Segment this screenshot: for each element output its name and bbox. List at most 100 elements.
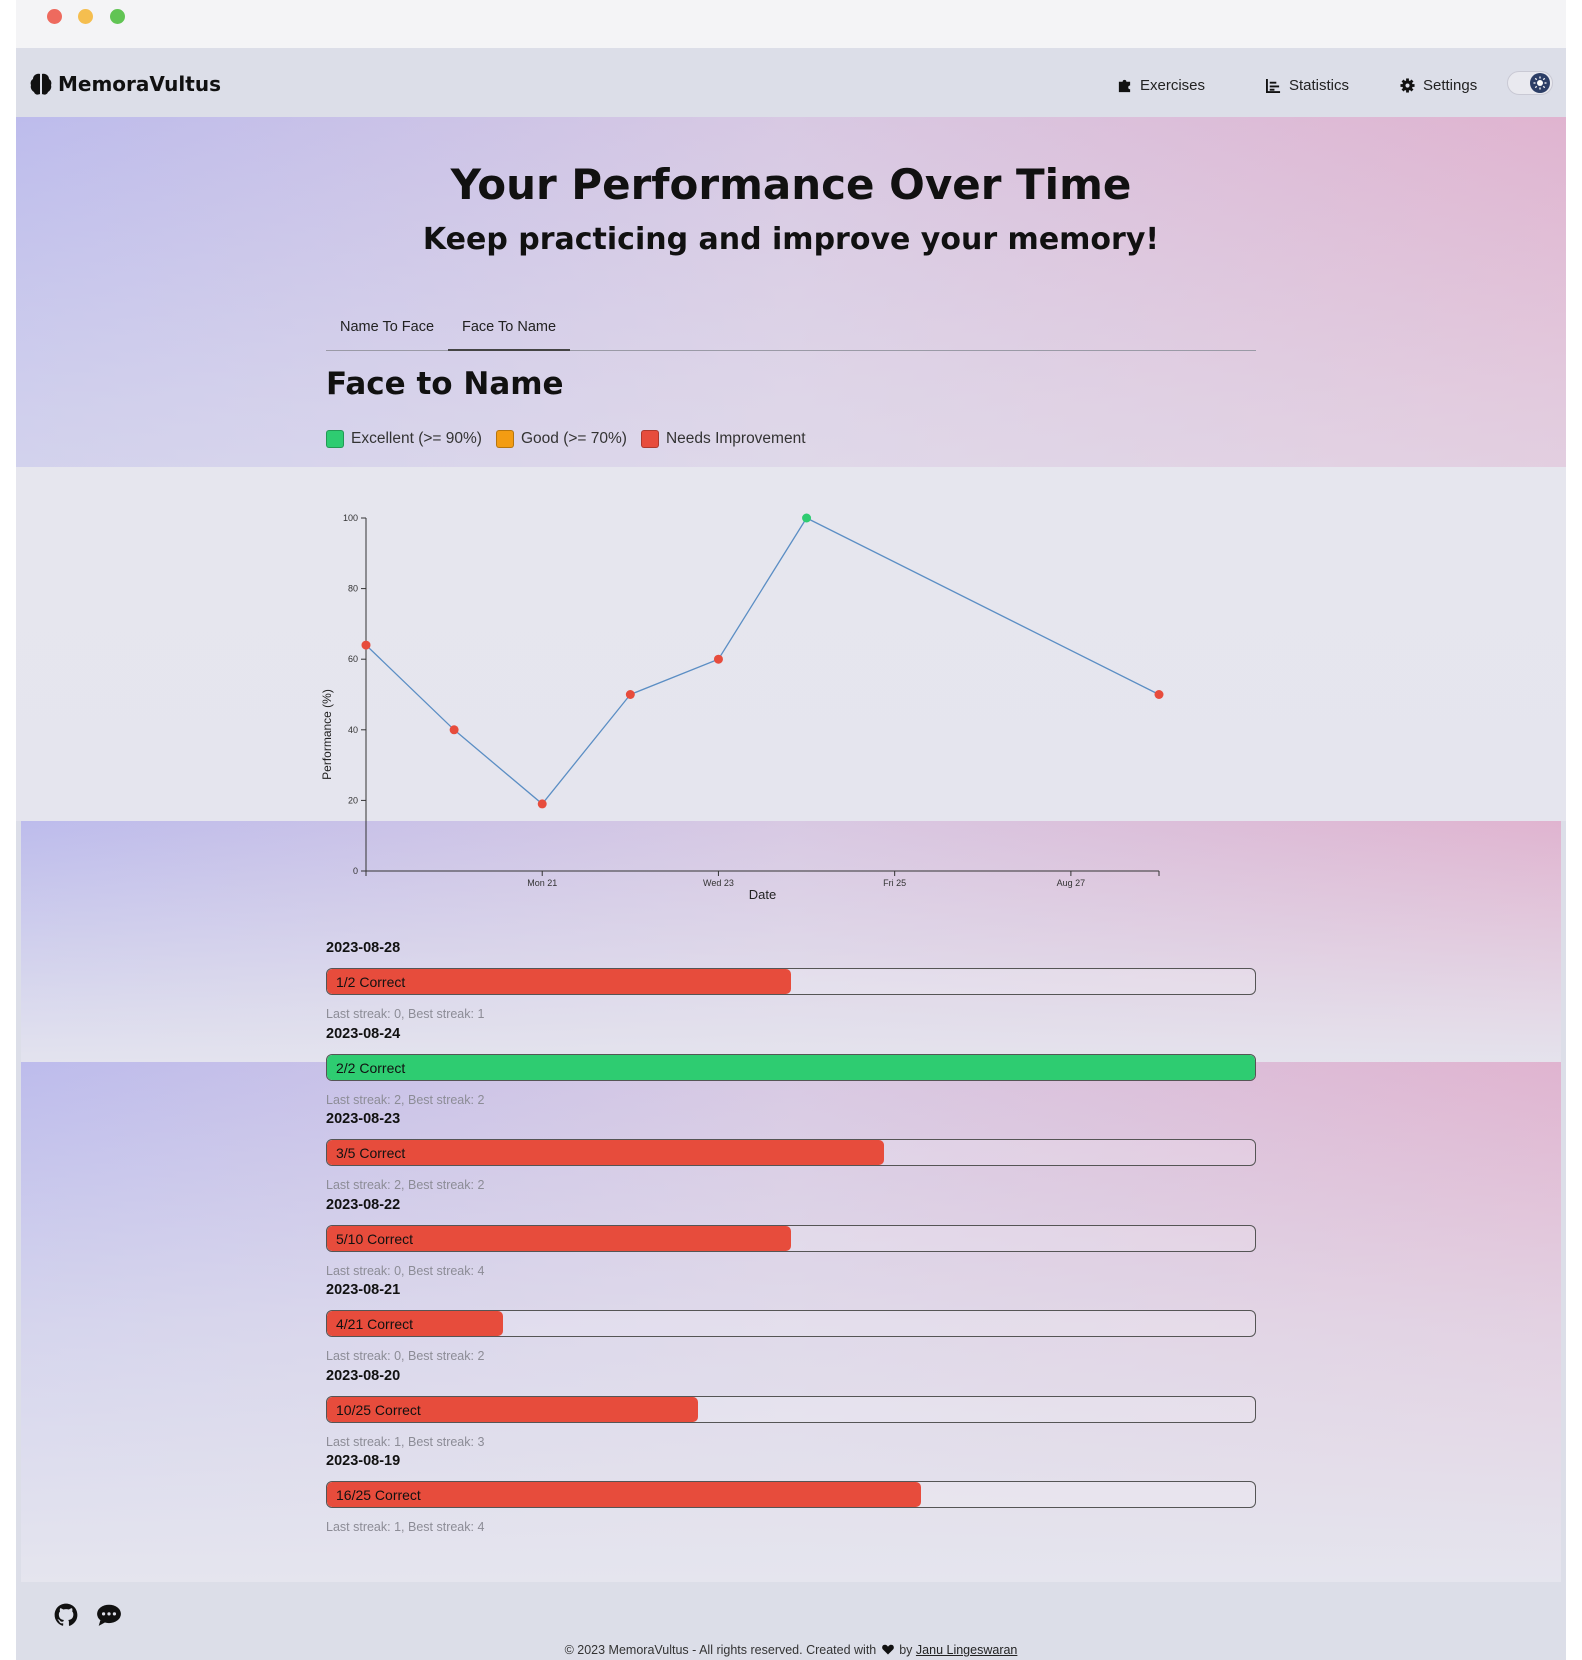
heart-icon — [881, 1644, 894, 1655]
result-score-label: 2/2 Correct — [336, 1059, 406, 1076]
window-minimize-button[interactable] — [78, 9, 93, 24]
tab-face-to-name[interactable]: Face To Name — [448, 310, 571, 351]
legend-needs-improvement-label: Needs Improvement — [665, 430, 806, 447]
result-progress-fill — [327, 1054, 1255, 1080]
result-record: 2023-08-22 5/10 Correct Last streak: 0, Be… — [326, 1197, 1256, 1283]
result-progress-fill — [327, 1311, 504, 1336]
result-progress-bar: 3/5 Correct — [326, 1139, 1256, 1166]
tab-name-to-face[interactable]: Name To Face — [340, 319, 435, 335]
result-streak: Last streak: 2, Best streak: 2 — [326, 1178, 485, 1192]
result-progress-fill — [327, 1396, 699, 1422]
legend-needs-improvement-swatch — [640, 430, 659, 448]
author-link[interactable]: Janu Lingeswaran — [915, 1643, 1018, 1657]
data-point — [802, 513, 812, 523]
performance-line — [365, 517, 1160, 805]
gradient-band-1-fade — [21, 821, 1561, 1062]
legend-excellent: Excellent (>= 90%) — [326, 430, 482, 448]
data-point — [361, 640, 371, 650]
x-tick-label: Fri 25 — [883, 878, 906, 888]
nav-statistics[interactable]: Statistics — [1266, 74, 1349, 96]
result-date: 2023-08-21 — [326, 1282, 401, 1298]
brand-logo[interactable]: MemoraVultus — [30, 70, 221, 98]
result-streak: Last streak: 0, Best streak: 4 — [326, 1263, 485, 1278]
app-name: MemoraVultus — [58, 72, 221, 96]
result-score-label: 3/5 Correct — [336, 1145, 406, 1161]
result-date: 2023-08-24 — [326, 1025, 401, 1042]
result-progress-bar: 16/25 Correct — [326, 1481, 1256, 1508]
theme-toggle-knob — [1530, 73, 1550, 93]
footer: © 2023 MemoraVultus - All rights reserve… — [21, 1582, 1561, 1660]
nav-statistics-label: Statistics — [1289, 76, 1350, 94]
copyright-by: by — [899, 1643, 913, 1657]
window-close-button[interactable] — [47, 9, 62, 24]
chart-legend: Excellent (>= 90%) Good (>= 70%) Needs I… — [326, 429, 820, 449]
copyright-text: © 2023 MemoraVultus - All rights reserve… — [564, 1643, 877, 1657]
legend-good-label: Good (>= 70%) — [520, 430, 627, 447]
data-point — [537, 799, 547, 809]
y-tick-label: 80 — [348, 584, 358, 594]
data-point — [1154, 690, 1164, 699]
x-tick-label: Wed 23 — [703, 878, 734, 888]
result-score-label: 16/25 Correct — [336, 1487, 421, 1503]
nav-exercises-label: Exercises — [1140, 76, 1206, 94]
result-score-label: 4/21 Correct — [336, 1316, 414, 1332]
brain-icon — [30, 73, 52, 95]
result-record: 2023-08-23 3/5 Correct Last streak: 2, Bes… — [326, 1111, 1256, 1197]
data-point — [625, 690, 635, 699]
result-record: 2023-08-21 4/21 Correct Last streak: 0, Be… — [326, 1282, 1256, 1368]
result-progress-bar: 10/25 Correct — [326, 1395, 1256, 1423]
theme-toggle[interactable] — [1507, 71, 1553, 95]
nav-settings-label: Settings — [1423, 76, 1478, 94]
data-point — [449, 725, 459, 735]
result-progress-bar: 5/10 Correct — [326, 1224, 1256, 1252]
x-tick-label: Mon 21 — [527, 878, 557, 888]
nav-exercises[interactable]: Exercises — [1117, 74, 1205, 96]
performance-chart: 0 20 40 60 80 100 Mon 21 Wed 23 Fri 25 Aug 27 Date… — [320, 513, 1164, 902]
chat-icon[interactable] — [96, 1602, 122, 1628]
nav-settings[interactable]: Settings — [1400, 74, 1477, 96]
result-progress-bar: 1/2 Correct — [326, 968, 1256, 995]
result-streak: Last streak: 2, Best streak: 2 — [326, 1092, 485, 1107]
y-tick-label: 20 — [348, 795, 358, 805]
gear-icon — [1400, 77, 1415, 93]
result-progress-bar: 4/21 Correct — [326, 1310, 1256, 1337]
y-axis-label: Performance (%) — [320, 689, 334, 780]
section-title: Face to Name — [326, 366, 564, 402]
result-date: 2023-08-28 — [326, 940, 401, 956]
y-tick-label: 100 — [343, 513, 358, 523]
window-maximize-button[interactable] — [110, 9, 125, 24]
page-subtitle: Keep practicing and improve your memory! — [422, 222, 1160, 257]
chart-icon — [1266, 78, 1281, 93]
y-tick-label: 60 — [348, 654, 358, 664]
result-date: 2023-08-23 — [326, 1111, 401, 1127]
result-score-label: 5/10 Correct — [336, 1230, 414, 1247]
result-score-label: 1/2 Correct — [336, 974, 406, 990]
result-progress-fill — [327, 1225, 791, 1251]
legend-excellent-swatch — [326, 430, 344, 448]
exercise-tabs: Name To Face Face To Name — [326, 310, 1256, 351]
hero-fade — [16, 117, 1566, 821]
app-window: MemoraVultus Exercises Statistics — [16, 0, 1566, 1660]
result-streak: Last streak: 0, Best streak: 2 — [326, 1349, 485, 1363]
copyright: © 2023 MemoraVultus - All rights reserve… — [21, 1643, 1561, 1657]
result-record: 2023-08-28 1/2 Correct Last streak: 0, Bes… — [326, 940, 1256, 1026]
legend-good: Good (>= 70%) — [495, 430, 627, 448]
page-title: Your Performance Over Time — [450, 160, 1132, 209]
navbar: MemoraVultus Exercises Statistics — [16, 48, 1566, 117]
legend-excellent-label: Excellent (>= 90%) — [351, 430, 482, 447]
result-streak: Last streak: 1, Best streak: 3 — [326, 1434, 485, 1449]
result-date: 2023-08-20 — [326, 1367, 401, 1384]
result-date: 2023-08-22 — [326, 1196, 401, 1213]
y-tick-label: 0 — [353, 866, 358, 876]
result-record: 2023-08-20 10/25 Correct Last streak: 1, B… — [326, 1368, 1256, 1454]
y-tick-label: 40 — [348, 725, 358, 735]
legend-needs-improvement: Needs Improvement — [640, 430, 806, 448]
github-icon[interactable] — [53, 1602, 79, 1628]
puzzle-icon — [1118, 79, 1131, 92]
x-tick-label: Aug 27 — [1057, 878, 1086, 888]
result-progress-fill — [327, 969, 791, 994]
result-progress-fill — [327, 1482, 921, 1507]
result-record: 2023-08-24 2/2 Correct Last streak: 2, Bes… — [326, 1026, 1256, 1112]
data-point — [713, 654, 723, 664]
result-progress-fill — [327, 1140, 884, 1165]
